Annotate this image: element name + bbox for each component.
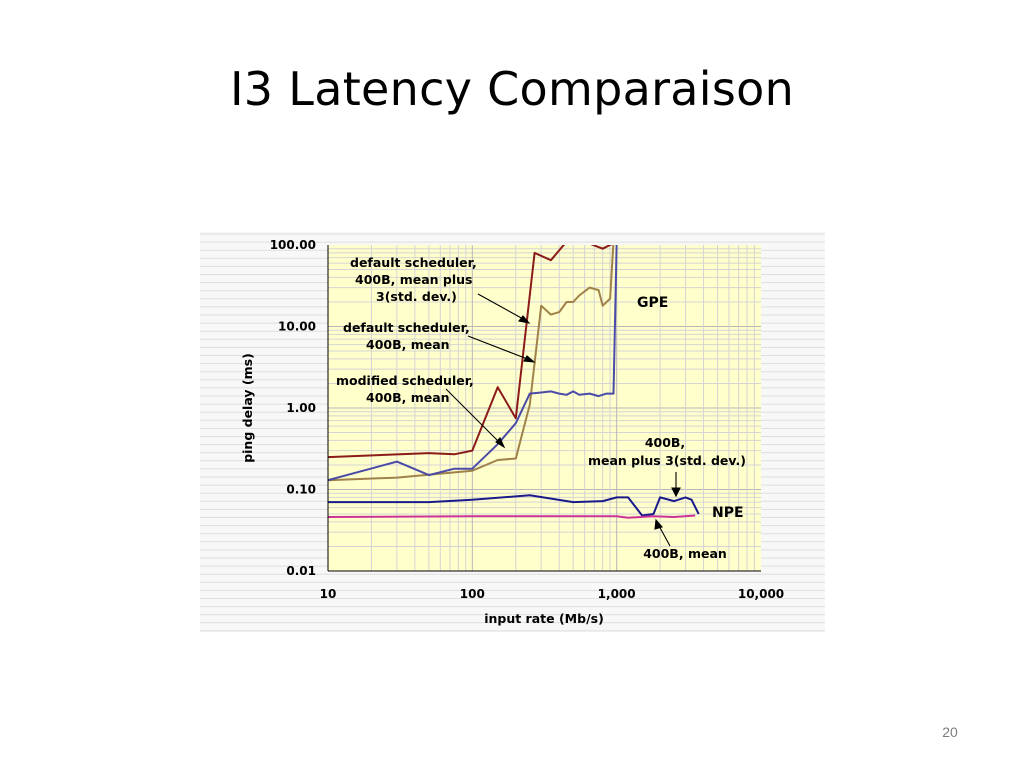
annotation-line: mean plus 3(std. dev.) — [588, 453, 746, 468]
x-axis-label: input rate (Mb/s) — [484, 611, 604, 626]
annotation-line: 400B, mean — [366, 390, 450, 405]
slide-title: I3 Latency Comparaison — [0, 62, 1024, 116]
annotation-line: modified scheduler, — [336, 373, 474, 388]
x-tick-label: 10,000 — [738, 587, 784, 601]
y-tick-label: 100.00 — [270, 238, 316, 252]
annotation-line: 400B, mean — [643, 546, 727, 561]
x-tick-label: 100 — [460, 587, 485, 601]
y-tick-label: 10.00 — [278, 320, 316, 334]
annotation-line: 3(std. dev.) — [376, 289, 457, 304]
annotation-line: 400B, mean — [366, 337, 450, 352]
annotation-line: 400B, — [645, 435, 685, 450]
page-number: 20 — [930, 724, 970, 740]
region-label-npe: NPE — [712, 505, 744, 521]
y-axis-label: ping delay (ms) — [240, 353, 255, 463]
x-tick-label: 10 — [320, 587, 337, 601]
annotation-npe-mean: 400B, mean — [643, 546, 727, 561]
x-tick-label: 1,000 — [598, 587, 636, 601]
y-tick-label: 0.01 — [286, 564, 316, 578]
region-label-gpe: GPE — [637, 295, 668, 311]
annotation-line: default scheduler, — [343, 320, 470, 335]
annotation-line: default scheduler, — [350, 255, 477, 270]
annotation-line: 400B, mean plus — [355, 272, 472, 287]
y-tick-label: 1.00 — [286, 401, 316, 415]
y-tick-label: 0.10 — [286, 483, 316, 497]
